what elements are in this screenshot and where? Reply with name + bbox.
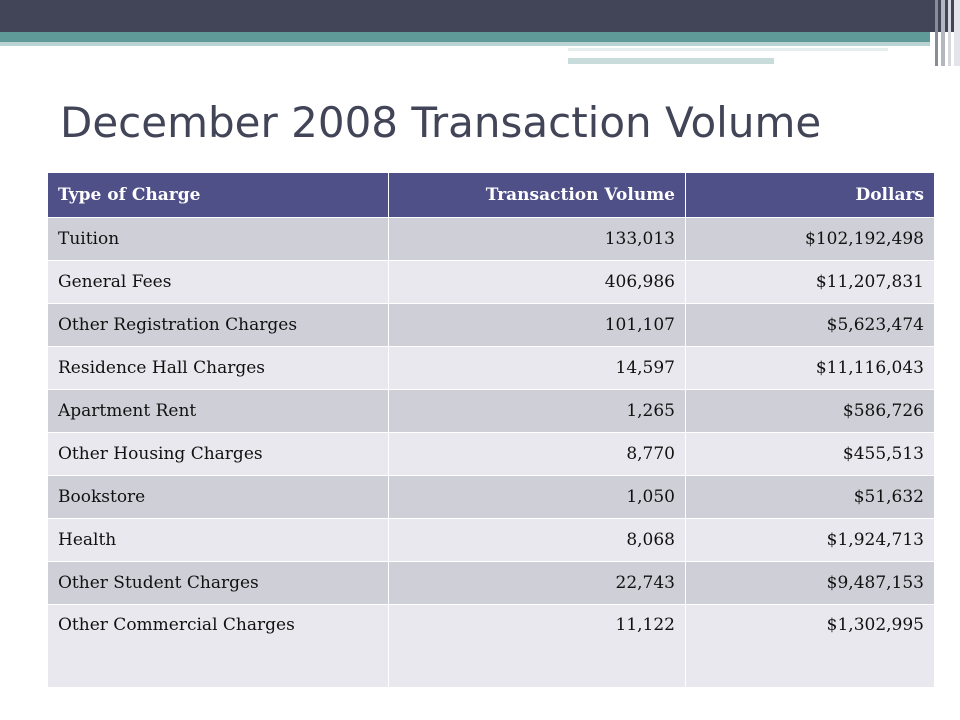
- table-row: Health 8,068 $1,924,713: [48, 518, 934, 562]
- cell-type: Health: [48, 518, 389, 562]
- slide-top-band: [0, 0, 960, 32]
- cell-dollars: $11,116,043: [685, 346, 934, 390]
- cell-dollars: $11,207,831: [685, 260, 934, 304]
- cell-dollars: $51,632: [685, 475, 934, 519]
- slide-edge-decoration: [930, 0, 960, 66]
- cell-volume: 8,068: [388, 518, 686, 562]
- cell-volume: 133,013: [388, 217, 686, 261]
- table-row: Apartment Rent 1,265 $586,726: [48, 389, 934, 433]
- column-header-type-of-charge: Type of Charge: [48, 173, 389, 218]
- cell-dollars: $9,487,153: [685, 561, 934, 605]
- table-row: Bookstore 1,050 $51,632: [48, 475, 934, 519]
- cell-dollars: $102,192,498: [685, 217, 934, 261]
- table-row: Residence Hall Charges 14,597 $11,116,04…: [48, 346, 934, 390]
- cell-type: Other Housing Charges: [48, 432, 389, 476]
- column-header-transaction-volume: Transaction Volume: [388, 173, 686, 218]
- cell-type: General Fees: [48, 260, 389, 304]
- column-header-dollars: Dollars: [685, 173, 934, 218]
- cell-type: Residence Hall Charges: [48, 346, 389, 390]
- cell-volume: 22,743: [388, 561, 686, 605]
- cell-dollars: $1,302,995: [685, 604, 934, 687]
- slide-title: December 2008 Transaction Volume: [60, 98, 822, 147]
- table-row: Other Commercial Charges 11,122 $1,302,9…: [48, 604, 934, 687]
- cell-type: Other Commercial Charges: [48, 604, 389, 687]
- cell-dollars: $586,726: [685, 389, 934, 433]
- cell-dollars: $1,924,713: [685, 518, 934, 562]
- cell-type: Other Student Charges: [48, 561, 389, 605]
- cell-dollars: $5,623,474: [685, 303, 934, 347]
- cell-dollars: $455,513: [685, 432, 934, 476]
- cell-volume: 1,050: [388, 475, 686, 519]
- table-row: General Fees 406,986 $11,207,831: [48, 260, 934, 304]
- table-row: Other Housing Charges 8,770 $455,513: [48, 432, 934, 476]
- table-row: Tuition 133,013 $102,192,498: [48, 217, 934, 261]
- cell-type: Apartment Rent: [48, 389, 389, 433]
- cell-volume: 101,107: [388, 303, 686, 347]
- transaction-volume-table: Type of Charge Transaction Volume Dollar…: [48, 173, 934, 687]
- slide-accent-line: [568, 58, 774, 64]
- cell-type: Tuition: [48, 217, 389, 261]
- slide-accent-line: [568, 48, 888, 51]
- cell-volume: 406,986: [388, 260, 686, 304]
- table-row: Other Registration Charges 101,107 $5,62…: [48, 303, 934, 347]
- cell-type: Bookstore: [48, 475, 389, 519]
- cell-volume: 11,122: [388, 604, 686, 687]
- cell-volume: 8,770: [388, 432, 686, 476]
- slide-accent-stripe: [0, 32, 930, 42]
- table-header-row: Type of Charge Transaction Volume Dollar…: [48, 173, 934, 218]
- cell-type: Other Registration Charges: [48, 303, 389, 347]
- table-row: Other Student Charges 22,743 $9,487,153: [48, 561, 934, 605]
- cell-volume: 1,265: [388, 389, 686, 433]
- cell-volume: 14,597: [388, 346, 686, 390]
- slide-accent-stripe-light: [0, 42, 930, 46]
